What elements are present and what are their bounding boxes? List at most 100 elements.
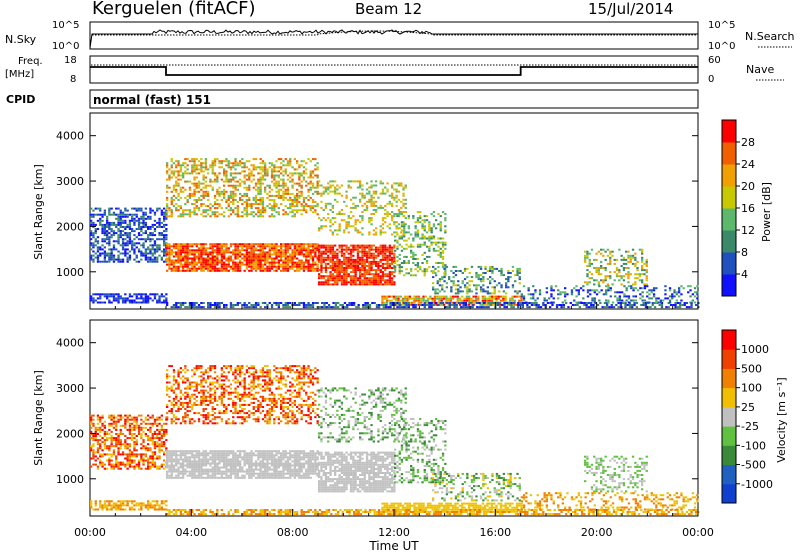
range-cell: [620, 277, 623, 280]
range-cell: [188, 253, 192, 256]
range-cell: [613, 271, 616, 274]
range-cell: [370, 186, 373, 189]
range-cell: [423, 221, 426, 224]
range-cell: [354, 248, 357, 251]
range-cell: [550, 289, 553, 292]
range-cell: [277, 213, 280, 216]
range-cell: [225, 160, 228, 163]
range-cell: [622, 267, 626, 269]
range-cell: [106, 226, 109, 228]
range-cell: [117, 207, 120, 210]
range-cell: [128, 250, 132, 253]
range-cell: [223, 261, 226, 264]
range-cell: [337, 302, 340, 304]
range-cell: [343, 281, 346, 284]
range-cell: [177, 269, 180, 272]
range-cell: [101, 248, 104, 251]
range-cell: [598, 299, 601, 302]
range-cell: [377, 265, 380, 267]
range-cell: [506, 303, 509, 306]
range-cell: [277, 194, 280, 197]
range-cell: [232, 176, 235, 179]
range-cell: [121, 299, 125, 302]
range-cell: [305, 209, 308, 212]
range-cell: [454, 292, 458, 295]
range-cell: [481, 297, 484, 300]
range-cell: [415, 299, 418, 302]
range-cell: [404, 303, 407, 306]
range-cell: [119, 416, 122, 419]
range-cell: [172, 188, 176, 191]
range-cell: [90, 465, 93, 468]
range-cell: [284, 243, 287, 246]
range-cell: [131, 299, 134, 302]
range-cell: [165, 213, 168, 216]
range-cell: [583, 302, 586, 304]
range-cell: [436, 303, 439, 306]
range-cell: [250, 180, 253, 183]
range-cell: [209, 245, 212, 248]
range-cell: [365, 281, 369, 284]
range-cell: [423, 243, 426, 246]
range-cell: [236, 267, 239, 270]
range-cell: [305, 172, 308, 175]
range-cell: [495, 284, 499, 287]
range-cell: [361, 265, 364, 267]
range-cell: [261, 207, 265, 210]
range-cell: [314, 209, 317, 212]
range-cell: [121, 252, 125, 255]
range-cell: [368, 254, 371, 257]
range-cell: [211, 263, 214, 266]
range-cell: [207, 199, 210, 201]
range-cell: [184, 203, 187, 206]
range-cell: [340, 271, 344, 274]
range-cell: [119, 211, 122, 214]
range-cell: [264, 261, 267, 264]
range-cell: [112, 254, 116, 257]
range-cell: [323, 306, 326, 309]
range-cell: [644, 306, 648, 309]
range-cell: [398, 213, 401, 215]
range-cell: [179, 196, 182, 199]
range-cell: [170, 166, 173, 169]
range-cell: [225, 190, 228, 193]
range-cell: [305, 203, 308, 206]
range-cell: [329, 225, 332, 228]
range-cell: [381, 182, 385, 185]
range-cell: [101, 226, 104, 228]
range-cell: [438, 295, 441, 298]
range-cell: [204, 247, 208, 250]
range-cell: [117, 254, 120, 257]
range-cell: [165, 260, 168, 263]
range-cell: [92, 301, 95, 304]
range-cell: [314, 269, 317, 272]
range-cell: [179, 170, 182, 173]
range-cell: [444, 219, 447, 222]
range-cell: [117, 301, 120, 304]
range-cell: [444, 247, 447, 250]
range-cell: [191, 261, 194, 264]
range-cell: [395, 295, 398, 298]
range-cell: [282, 255, 285, 258]
range-cell: [345, 269, 348, 272]
range-cell: [121, 433, 125, 435]
range-cell: [459, 290, 462, 293]
range-cell: [117, 465, 120, 468]
range-cell: [444, 270, 447, 273]
range-cell: [252, 247, 255, 250]
range-cell: [96, 228, 100, 230]
range-cell: [133, 217, 136, 220]
range-cell: [99, 459, 102, 462]
range-cell: [280, 178, 283, 181]
range-cell: [204, 192, 208, 195]
range-cell: [126, 234, 129, 237]
range-cell: [137, 297, 141, 300]
range-cell: [92, 424, 95, 427]
range-cell: [168, 259, 171, 262]
range-cell: [456, 295, 459, 298]
range-cell: [128, 226, 132, 228]
range-cell: [432, 211, 436, 213]
range-cell: [400, 249, 404, 252]
range-cell: [177, 259, 180, 262]
range-cell: [484, 267, 487, 270]
